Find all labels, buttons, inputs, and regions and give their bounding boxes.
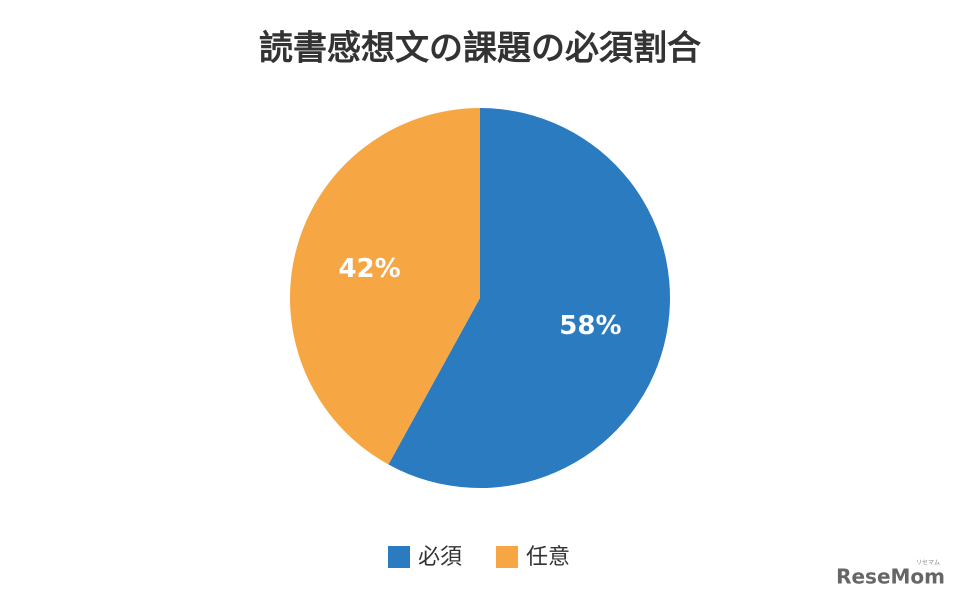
data-label: 42% — [338, 254, 400, 284]
chart-title: 読書感想文の課題の必須割合 — [259, 29, 701, 69]
data-label: 58% — [559, 311, 621, 341]
watermark-ruby: リセマム — [916, 560, 940, 567]
watermark: ReseMom — [836, 565, 945, 589]
legend-label: 任意 — [526, 545, 570, 570]
pie-slice — [388, 108, 670, 488]
legend-swatch — [496, 546, 519, 568]
pie-slice — [289, 108, 480, 465]
legend-label: 必須 — [418, 545, 462, 570]
legend-swatch — [388, 546, 410, 568]
